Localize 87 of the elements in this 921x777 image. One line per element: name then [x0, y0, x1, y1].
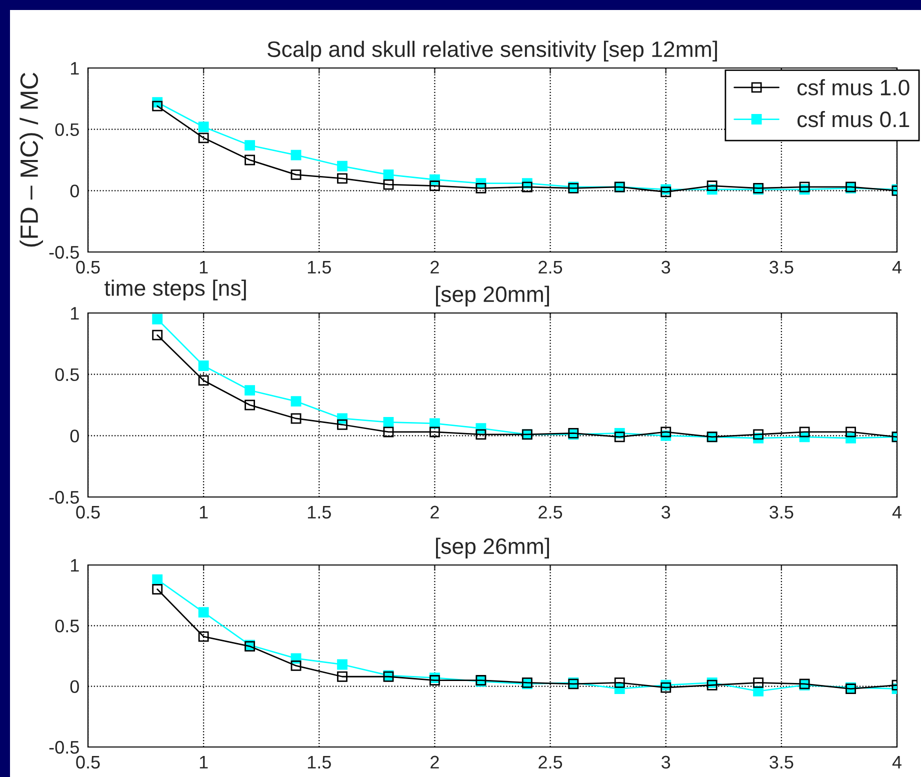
x-tick-label: 3	[662, 506, 670, 519]
point	[614, 677, 625, 688]
point	[152, 100, 163, 112]
point	[476, 183, 486, 194]
point	[430, 180, 440, 191]
point	[846, 426, 856, 438]
y-tick-label: 0	[70, 430, 79, 442]
point	[290, 660, 302, 671]
point	[290, 396, 302, 407]
y-tick-label: 0.5	[55, 620, 79, 632]
x-tick-label: 2.5	[538, 506, 562, 519]
x-tick-label: 1	[200, 756, 208, 768]
point	[244, 154, 256, 166]
x-tick-label: 1	[200, 506, 208, 518]
point	[660, 682, 672, 693]
point	[198, 132, 209, 144]
chart-title: [sep 20mm]	[436, 286, 549, 306]
point	[244, 385, 256, 396]
point	[522, 182, 532, 192]
point	[430, 426, 440, 438]
x-tick-label: 3.5	[770, 506, 794, 519]
x-tick-label: 2	[430, 260, 439, 274]
point	[383, 426, 394, 438]
point	[152, 330, 163, 340]
y-tick-label: 1	[71, 307, 79, 320]
point	[383, 416, 394, 428]
point	[753, 677, 764, 688]
point	[244, 140, 256, 150]
y-tick-label: 1	[71, 559, 79, 572]
point	[706, 680, 718, 690]
point	[337, 671, 348, 682]
chart-title: [sep 26mm]	[436, 538, 549, 558]
legend-label: csf mus 0.1	[797, 110, 910, 128]
y-tick-label: 0.5	[55, 368, 79, 382]
x-tick-label: 2.5	[538, 756, 562, 769]
point	[383, 179, 394, 190]
x-tick-label: 4	[892, 260, 902, 274]
point	[799, 182, 810, 192]
point	[383, 170, 394, 180]
chart-title: Scalp and skull relative sensitivity [sep 12mm]	[268, 40, 717, 62]
y-tick-label: -0.5	[49, 740, 79, 754]
y-tick-label: 0.5	[55, 123, 79, 136]
x-tick-label: 3	[662, 756, 670, 769]
point	[152, 574, 163, 585]
point	[152, 314, 163, 324]
point	[660, 426, 672, 438]
point	[799, 426, 810, 438]
x-tick-label: 1.5	[308, 756, 331, 769]
x-tick-label: 3.5	[770, 756, 794, 769]
point	[198, 607, 209, 618]
x-tick-label: 4	[892, 756, 902, 768]
y-tick-label: 0	[70, 184, 79, 198]
point	[614, 432, 625, 442]
x-tick-label: 3	[662, 260, 670, 274]
point	[337, 659, 348, 670]
point	[476, 429, 486, 440]
x-tick-label: 4	[892, 506, 902, 518]
y-tick-label: 1	[71, 62, 79, 75]
x-axis-title: time steps [ns]	[104, 280, 246, 300]
point	[753, 429, 764, 440]
x-tick-label: 3.5	[770, 260, 794, 274]
x-tick-label: 1.5	[308, 506, 331, 519]
y-tick-label: 0	[70, 680, 79, 694]
x-tick-label: 1	[200, 260, 208, 274]
x-tick-label: 1.5	[308, 260, 331, 274]
point	[706, 180, 718, 191]
point	[198, 360, 209, 371]
point	[290, 170, 302, 180]
point	[337, 419, 348, 430]
point	[430, 675, 440, 686]
point	[198, 631, 209, 642]
point	[198, 375, 209, 386]
point	[337, 160, 348, 172]
y-axis-title: (FD – MC) / MC	[20, 72, 43, 247]
x-tick-label: 2	[430, 756, 439, 768]
point	[660, 186, 672, 198]
point	[198, 122, 209, 132]
point	[244, 400, 256, 410]
point	[290, 413, 302, 424]
point	[290, 150, 302, 160]
point	[337, 173, 348, 184]
y-tick-label: -0.5	[49, 246, 79, 259]
y-tick-label: -0.5	[49, 490, 79, 504]
x-tick-label: 2.5	[538, 260, 562, 274]
legend-label: csf mus 1.0	[797, 79, 910, 96]
point	[152, 584, 163, 594]
x-tick-label: 2	[430, 506, 439, 518]
